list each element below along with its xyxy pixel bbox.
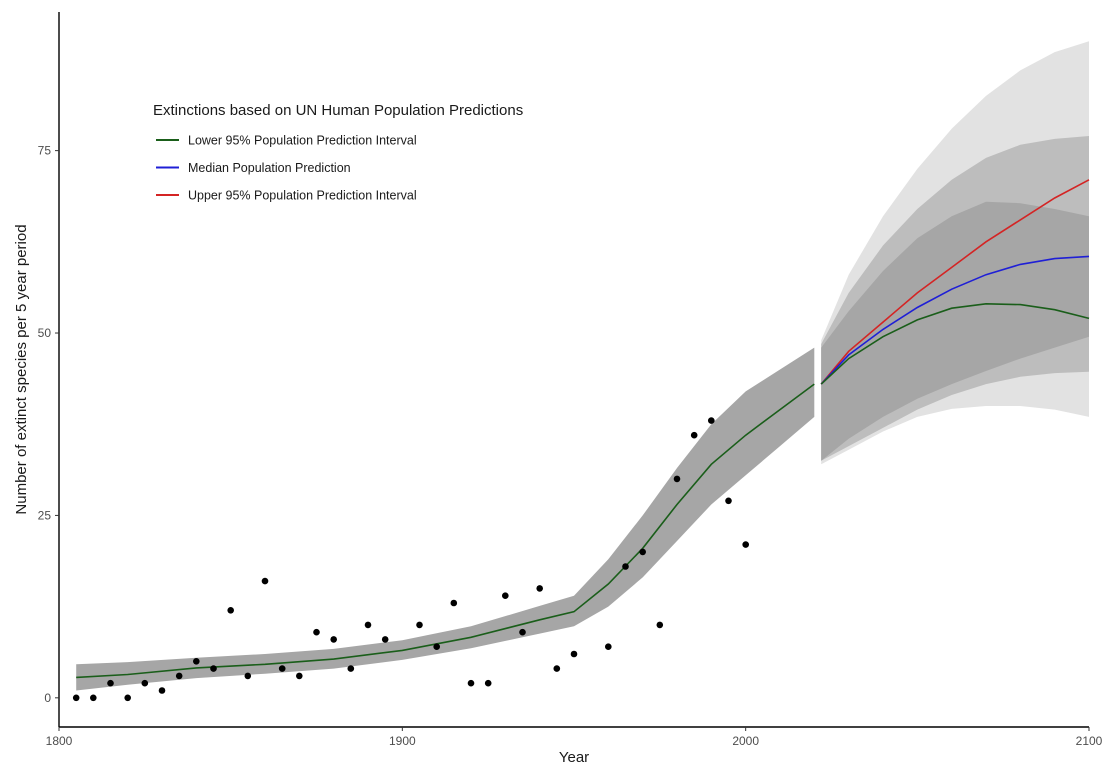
- data-point: [708, 417, 715, 424]
- fitted-confidence-band: [76, 347, 815, 691]
- data-point: [690, 431, 698, 439]
- data-point: [502, 592, 509, 599]
- data-point: [107, 679, 114, 687]
- axes: 0 25 50 75 1800 1900 2000 2100: [38, 12, 1103, 748]
- data-point: [347, 665, 355, 672]
- data-point: [570, 650, 578, 658]
- data-point: [193, 658, 200, 665]
- data-point: [519, 628, 526, 636]
- data-point: [742, 541, 749, 548]
- x-tick-label: 1900: [389, 734, 416, 748]
- series-line-upper: [820, 179, 1090, 385]
- data-point: [656, 621, 664, 629]
- data-point: [227, 607, 234, 614]
- data-point: [725, 497, 732, 505]
- data-point: [261, 577, 269, 585]
- y-axis-title: Number of extinct species per 5 year per…: [13, 224, 30, 514]
- outer-prediction-bands: [821, 41, 1089, 465]
- data-point: [90, 694, 97, 702]
- data-point: [72, 694, 80, 702]
- data-point: [467, 679, 475, 687]
- x-axis-title: Year: [559, 749, 589, 765]
- data-point: [450, 599, 458, 607]
- data-point: [381, 636, 389, 643]
- data-point: [416, 621, 423, 629]
- prediction-lines: [76, 179, 1090, 679]
- fitted-band: [76, 347, 815, 691]
- legend-title: Extinctions based on UN Human Population…: [153, 102, 523, 119]
- x-tick-label: 2100: [1076, 734, 1103, 748]
- x-tick-label: 2000: [732, 734, 759, 748]
- data-point: [673, 475, 681, 483]
- data-point: [278, 665, 286, 672]
- data-point: [210, 665, 217, 672]
- data-point: [158, 687, 166, 694]
- data-point: [433, 643, 441, 650]
- series-line-median: [820, 255, 1090, 385]
- legend-entry-median-label: Median Population Prediction: [188, 161, 351, 175]
- series-line-lower: [820, 302, 1090, 385]
- data-point: [484, 679, 492, 687]
- legend-entry-lower-label: Lower 95% Population Prediction Interval: [188, 134, 417, 148]
- observed-points: [72, 417, 749, 702]
- data-point: [124, 694, 131, 702]
- data-point: [639, 548, 646, 556]
- y-tick-label: 50: [38, 326, 52, 340]
- data-point: [622, 563, 629, 570]
- data-point: [313, 628, 320, 636]
- y-tick-label: 0: [44, 691, 51, 705]
- data-point: [605, 643, 612, 650]
- data-point: [364, 621, 372, 629]
- y-tick-label: 75: [38, 144, 52, 158]
- x-tick-label: 1800: [46, 734, 73, 748]
- data-point: [536, 585, 543, 592]
- data-point: [553, 665, 561, 672]
- legend: Extinctions based on UN Human Population…: [153, 102, 523, 203]
- data-point: [244, 672, 252, 680]
- data-point: [175, 672, 183, 680]
- data-point: [141, 679, 149, 687]
- prediction-band-inner: [821, 201, 1089, 461]
- y-tick-label: 25: [38, 508, 52, 522]
- data-point: [330, 636, 338, 643]
- legend-entry-upper-label: Upper 95% Population Prediction Interval: [188, 189, 417, 203]
- data-point: [296, 672, 303, 680]
- fitted-line: [76, 383, 815, 679]
